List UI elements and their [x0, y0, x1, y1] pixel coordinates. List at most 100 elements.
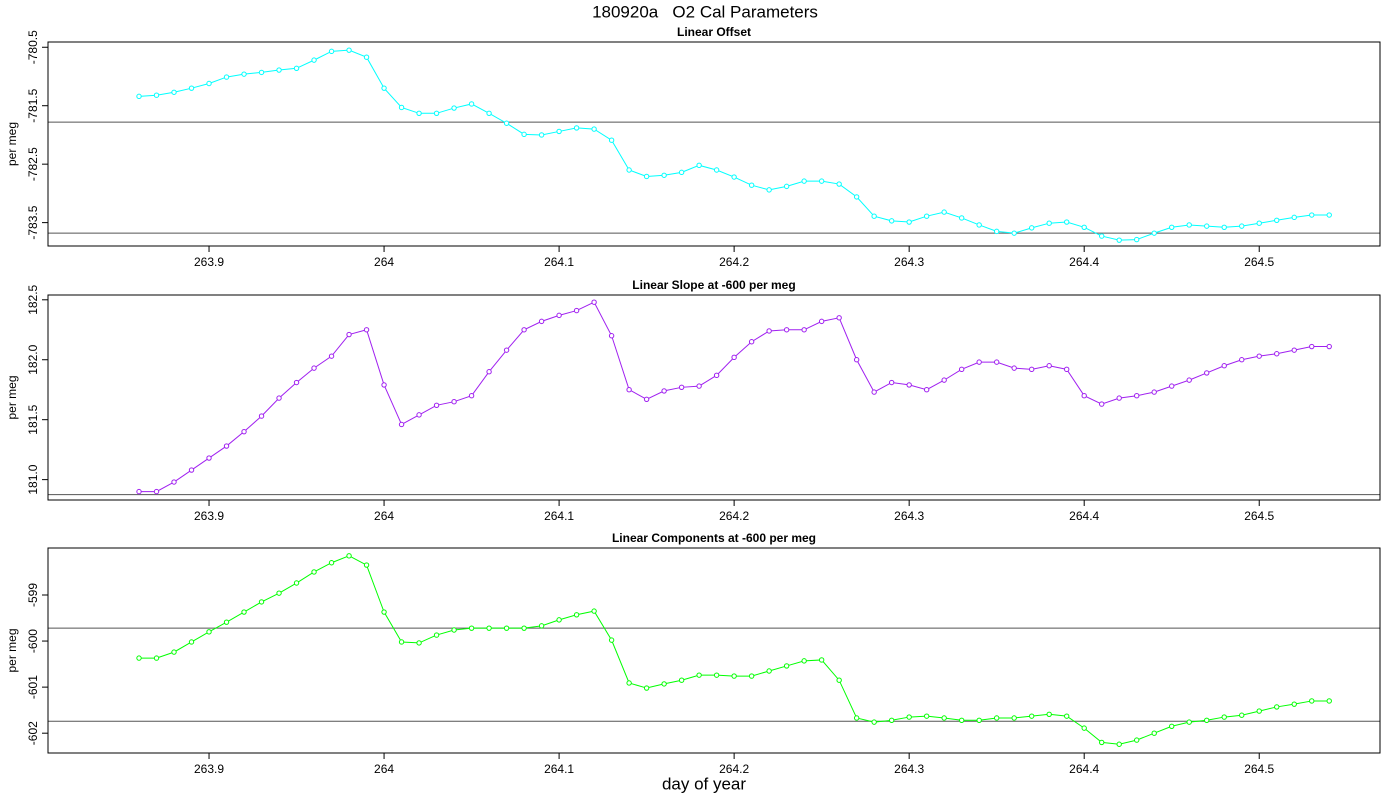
data-point	[451, 105, 457, 111]
data-point	[1309, 212, 1315, 218]
data-point	[223, 619, 230, 625]
data-point	[1291, 214, 1297, 221]
data-point	[731, 174, 737, 180]
data-point	[993, 359, 1000, 365]
data-point	[836, 181, 842, 187]
y-tick-label: -602	[26, 721, 40, 745]
data-point	[1028, 713, 1035, 719]
x-tick-label: 263.9	[194, 255, 224, 269]
data-point	[451, 627, 457, 633]
data-point	[1291, 701, 1297, 707]
data-point	[1169, 723, 1175, 729]
data-point	[923, 387, 930, 393]
data-point	[573, 307, 580, 314]
x-tick-label: 264	[374, 509, 394, 523]
data-point	[1011, 230, 1017, 236]
data-point	[153, 488, 160, 495]
data-point	[521, 131, 527, 138]
data-point	[153, 655, 160, 661]
data-point	[1186, 377, 1192, 383]
data-point	[521, 327, 527, 333]
data-point	[346, 47, 352, 53]
plot-frame	[47, 41, 1381, 247]
data-point	[1326, 212, 1332, 218]
data-point	[853, 194, 860, 200]
data-point	[976, 717, 982, 723]
data-point	[1081, 725, 1087, 731]
data-point	[171, 479, 177, 485]
data-point	[136, 488, 142, 495]
y-tick-label: -600	[26, 629, 40, 653]
data-point	[1011, 715, 1017, 721]
data-point	[346, 331, 352, 338]
y-tick-label: -599	[26, 583, 40, 607]
data-point	[836, 677, 842, 683]
data-point	[626, 167, 632, 173]
data-point	[556, 128, 562, 135]
data-point	[1326, 698, 1332, 704]
data-point	[1274, 704, 1280, 710]
data-point	[1046, 220, 1052, 226]
data-point	[818, 657, 825, 663]
data-point	[976, 359, 982, 365]
x-tick-label: 264.4	[1069, 509, 1099, 523]
data-point	[993, 715, 1000, 721]
data-point	[486, 110, 492, 117]
data-point	[398, 421, 405, 428]
data-point	[871, 389, 877, 395]
data-point	[206, 629, 212, 635]
data-point	[1081, 393, 1087, 399]
data-point	[1063, 713, 1070, 719]
data-point	[1309, 698, 1315, 704]
data-point	[451, 398, 457, 405]
data-point	[503, 347, 510, 353]
data-point	[171, 649, 177, 655]
data-point	[381, 609, 387, 615]
data-point	[731, 354, 737, 361]
data-point	[748, 182, 755, 188]
data-point	[783, 183, 790, 190]
data-point	[1204, 223, 1210, 229]
data-point	[433, 632, 440, 638]
data-point	[346, 553, 352, 559]
data-point	[906, 714, 912, 720]
data-point	[1011, 365, 1017, 371]
data-point	[888, 379, 895, 386]
data-point	[591, 608, 597, 614]
x-tick-label: 264.1	[544, 762, 574, 776]
data-point	[661, 681, 667, 687]
x-axis-label: day of year	[662, 774, 746, 793]
data-point	[1063, 366, 1070, 373]
data-point	[241, 609, 247, 615]
data-point	[713, 672, 720, 678]
data-point	[206, 455, 212, 461]
data-point	[608, 637, 615, 643]
data-point	[276, 395, 282, 401]
data-point	[1028, 225, 1035, 231]
data-point	[696, 162, 702, 169]
data-point	[766, 328, 772, 334]
data-point	[1186, 719, 1192, 725]
data-point	[608, 137, 615, 143]
data-point	[293, 379, 300, 386]
figure-title: 180920a O2 Cal Parameters	[592, 2, 818, 21]
x-tick-label: 264.1	[544, 255, 574, 269]
data-point	[293, 65, 300, 72]
x-tick-label: 263.9	[194, 509, 224, 523]
data-point	[1274, 217, 1280, 223]
data-point	[398, 639, 405, 645]
y-tick-label: -780.5	[26, 30, 40, 64]
data-point	[1221, 714, 1227, 720]
data-point	[591, 126, 597, 132]
plot-frame	[47, 294, 1381, 501]
data-point	[573, 612, 580, 618]
data-point	[643, 396, 650, 402]
data-point	[783, 327, 790, 333]
data-point	[1221, 363, 1227, 369]
data-point	[888, 218, 895, 224]
data-point	[1309, 343, 1315, 350]
data-point	[258, 599, 265, 605]
data-point	[311, 365, 317, 371]
data-point	[696, 672, 702, 678]
data-point	[888, 717, 895, 723]
